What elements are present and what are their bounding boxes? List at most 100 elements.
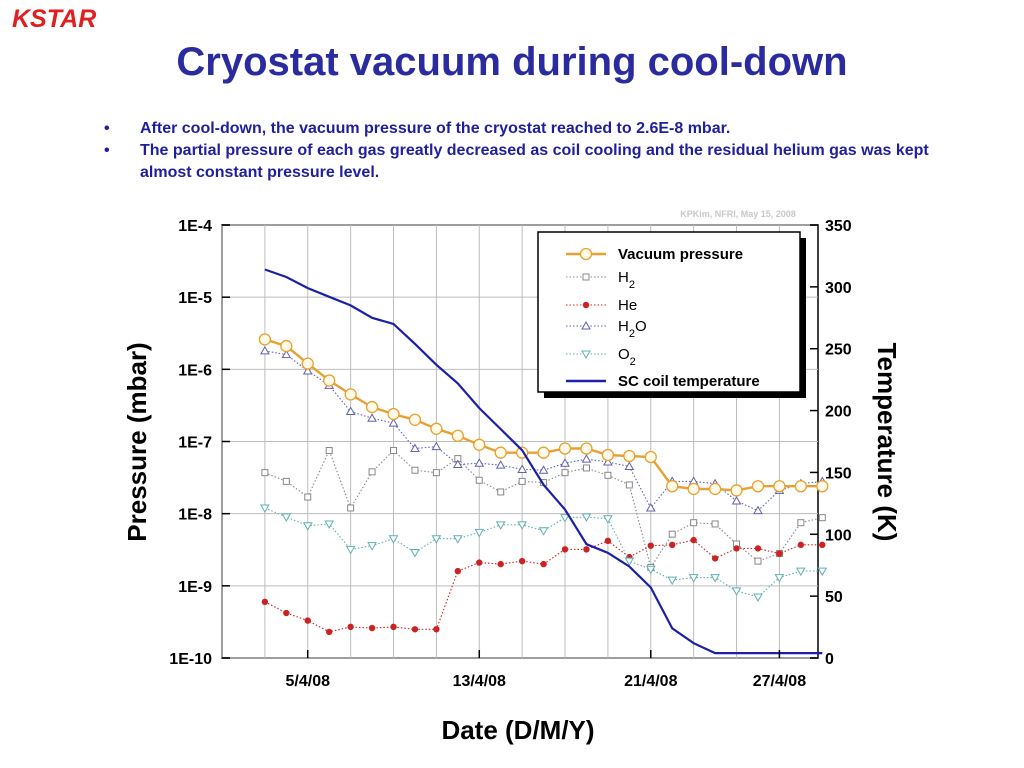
data-point-h2o: [367, 413, 377, 422]
legend-label-text: Vacuum pressure: [618, 246, 743, 263]
data-point-he: [390, 623, 397, 631]
data-point-he: [754, 545, 762, 552]
data-point-o2: [667, 576, 678, 586]
y-right-tick-label: 250: [825, 342, 852, 359]
data-point-h2: [518, 477, 526, 485]
data-point-he: [497, 560, 504, 568]
data-point-o2: [495, 521, 506, 530]
legend-box: [537, 231, 801, 393]
data-point-h2o: [581, 454, 592, 463]
x-tick-label: 27/4/08: [753, 673, 806, 690]
axes: 1E-4 1E-5 1E-6 1E-7 1E-8 1E-9 1E-10 0 50 100 150 20…: [169, 218, 852, 690]
data-point-o2: [624, 557, 635, 567]
legend-label-subscript: 2: [630, 356, 636, 368]
data-point-vacuum-pressure: [644, 450, 657, 464]
legend-label-text: He: [618, 297, 637, 314]
data-point-he: [647, 542, 654, 549]
data-point-o2: [603, 515, 613, 524]
data-point-vacuum-pressure: [666, 480, 679, 493]
legend-label-text: O: [618, 346, 630, 363]
data-point-o2: [795, 567, 806, 577]
data-point-h2o: [452, 459, 463, 469]
legend-label-text: H: [618, 318, 629, 335]
legend-label: SC coil temperature: [618, 373, 760, 390]
legend-item: H2: [566, 269, 635, 291]
data-point-h2: [390, 447, 398, 455]
data-point-h2o: [260, 345, 270, 355]
y-axis-label-left: Pressure (mbar): [122, 342, 152, 541]
data-point-vacuum-pressure: [751, 480, 765, 493]
x-tick-label: 13/4/08: [453, 673, 506, 690]
data-point-he: [669, 541, 676, 549]
data-point-vacuum-pressure: [430, 422, 443, 435]
data-point-vacuum-pressure: [387, 407, 400, 421]
data-point-h2: [561, 469, 569, 477]
data-point-h2o: [517, 464, 528, 473]
series-layer: [258, 268, 829, 655]
legend-swatch-marker: [579, 247, 593, 261]
y-axis-label-right: Temperature (K): [872, 343, 902, 542]
data-point-he: [368, 624, 376, 632]
data-point-h2o: [624, 461, 635, 471]
y-right-tick-label: 150: [825, 465, 852, 482]
data-point-he: [797, 541, 805, 549]
data-point-vacuum-pressure: [323, 374, 336, 387]
legend-label-subscript: 2: [629, 328, 635, 340]
data-point-he: [711, 555, 719, 562]
y-right-tick-label: 0: [825, 651, 834, 668]
data-point-h2: [668, 530, 676, 538]
data-point-o2: [645, 565, 656, 575]
data-point-vacuum-pressure: [258, 333, 272, 346]
data-point-h2o: [731, 495, 742, 505]
data-point-he: [776, 550, 783, 557]
data-point-o2: [302, 522, 313, 531]
data-point-vacuum-pressure: [494, 446, 507, 459]
data-point-h2o: [753, 505, 763, 515]
data-point-o2: [452, 535, 463, 544]
data-point-vacuum-pressure: [365, 400, 379, 414]
data-point-he: [540, 560, 547, 568]
x-tick-label: 5/4/08: [286, 673, 331, 690]
data-point-h2o: [345, 406, 356, 416]
bullet-item: After cool-down, the vacuum pressure of …: [100, 118, 960, 140]
data-point-h2o: [495, 460, 506, 469]
data-point-h2: [711, 520, 719, 528]
legend-item: SC coil temperature: [566, 373, 760, 390]
data-point-he: [433, 626, 440, 633]
series-line-o2: [264, 507, 823, 598]
data-point-o2: [474, 528, 485, 538]
legend-swatch-marker: [582, 301, 590, 309]
data-point-vacuum-pressure: [816, 480, 829, 493]
legend-item: Vacuum pressure: [566, 246, 743, 263]
slide-title: Cryostat vacuum during cool-down: [176, 40, 848, 84]
legend-swatch-marker: [581, 350, 591, 360]
data-point-h2: [818, 514, 826, 522]
data-point-o2: [517, 521, 528, 530]
series-o2: [260, 504, 828, 603]
data-point-o2: [753, 593, 763, 603]
watermark: KPKim, NFRI, May 15, 2008: [680, 209, 796, 219]
legend-item: O2: [566, 346, 636, 368]
data-point-o2: [388, 535, 399, 544]
data-point-h2: [690, 519, 698, 527]
bullet-list: After cool-down, the vacuum pressure of …: [100, 118, 960, 184]
data-point-o2: [774, 574, 785, 583]
data-point-he: [819, 541, 826, 549]
data-point-vacuum-pressure: [558, 442, 572, 455]
data-point-h2o: [431, 441, 442, 451]
data-point-h2: [604, 471, 612, 479]
legend-label: H2O: [618, 318, 647, 340]
data-point-he: [476, 559, 483, 566]
data-point-h2: [261, 469, 269, 477]
legend-item: He: [566, 297, 637, 314]
data-point-he: [518, 557, 526, 565]
y-right-tick-label: 50: [825, 589, 843, 606]
data-point-o2: [410, 548, 420, 558]
data-point-h2o: [603, 456, 613, 466]
data-point-he: [454, 567, 462, 575]
y-left-tick-label: 1E-5: [178, 290, 212, 307]
kstar-logo-image: KSTAR: [12, 5, 96, 33]
data-point-h2o: [388, 418, 399, 427]
data-point-o2: [538, 527, 549, 536]
